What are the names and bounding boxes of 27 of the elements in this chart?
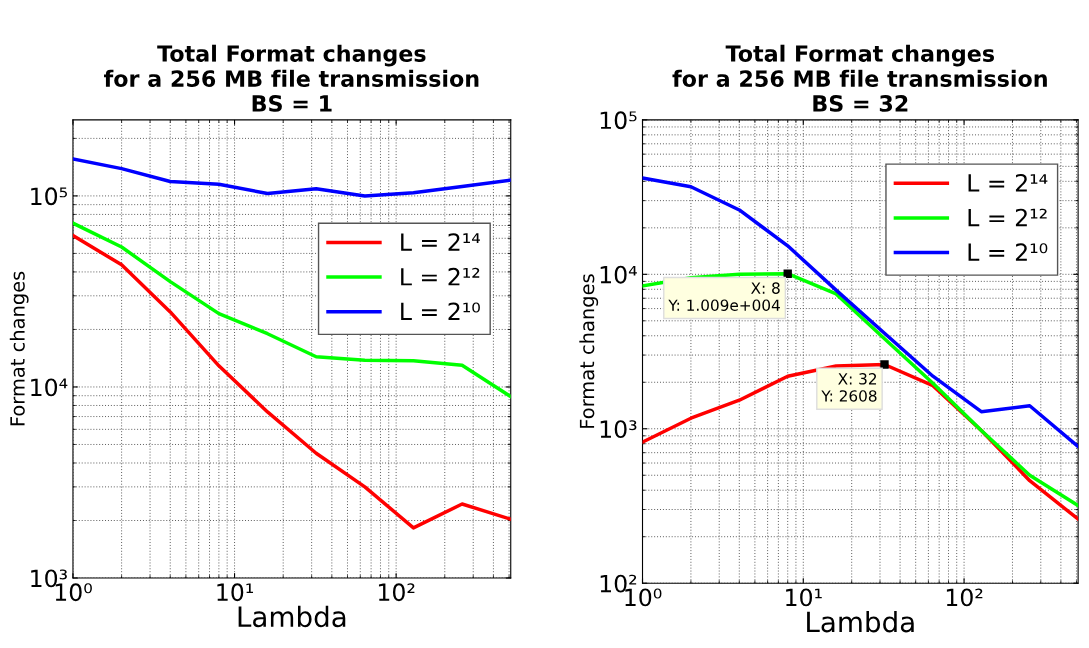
y-tick-label: 10⁴	[600, 265, 637, 284]
x-tick-label: 10¹	[217, 583, 254, 602]
legend-label: L = 2¹⁴	[968, 173, 1048, 192]
chart-title: Total Format changes for a 256 MB file transmission BS = 32	[672, 44, 1047, 112]
line-series	[72, 221, 511, 399]
x-tick-label: 10²	[946, 588, 983, 607]
legend-label: L = 2¹⁴	[401, 233, 480, 251]
y-axis-title: Format changes	[579, 274, 599, 428]
chart-title: Total Format changes for a 256 MB file transmission BS = 1	[104, 44, 479, 112]
y-tick-label: 10⁵	[600, 111, 637, 130]
legend-label: L = 2¹⁰	[401, 302, 480, 321]
y-axis-title: Format changes	[9, 271, 29, 426]
line-series	[72, 233, 511, 530]
x-axis-title: Lambda	[238, 605, 346, 628]
x-tick-label: 10²	[378, 583, 415, 602]
y-tick-label: 10⁵	[31, 187, 67, 206]
y-tick-label: 10⁴	[31, 378, 68, 397]
x-tick-label: 10¹	[786, 588, 822, 607]
legend-label: L = 2¹²	[401, 267, 480, 286]
x-axis-title: Lambda	[807, 610, 914, 633]
annotation: X: 8 Y: 1.009e+004	[668, 282, 780, 311]
y-tick-label: 10³	[600, 420, 637, 439]
line-series	[642, 176, 1079, 449]
legend-label: L = 2¹²	[968, 208, 1047, 227]
legend-label: L = 2¹⁰	[968, 243, 1048, 261]
annotation: X: 32 Y: 2608	[821, 373, 877, 402]
line-series	[72, 157, 511, 198]
